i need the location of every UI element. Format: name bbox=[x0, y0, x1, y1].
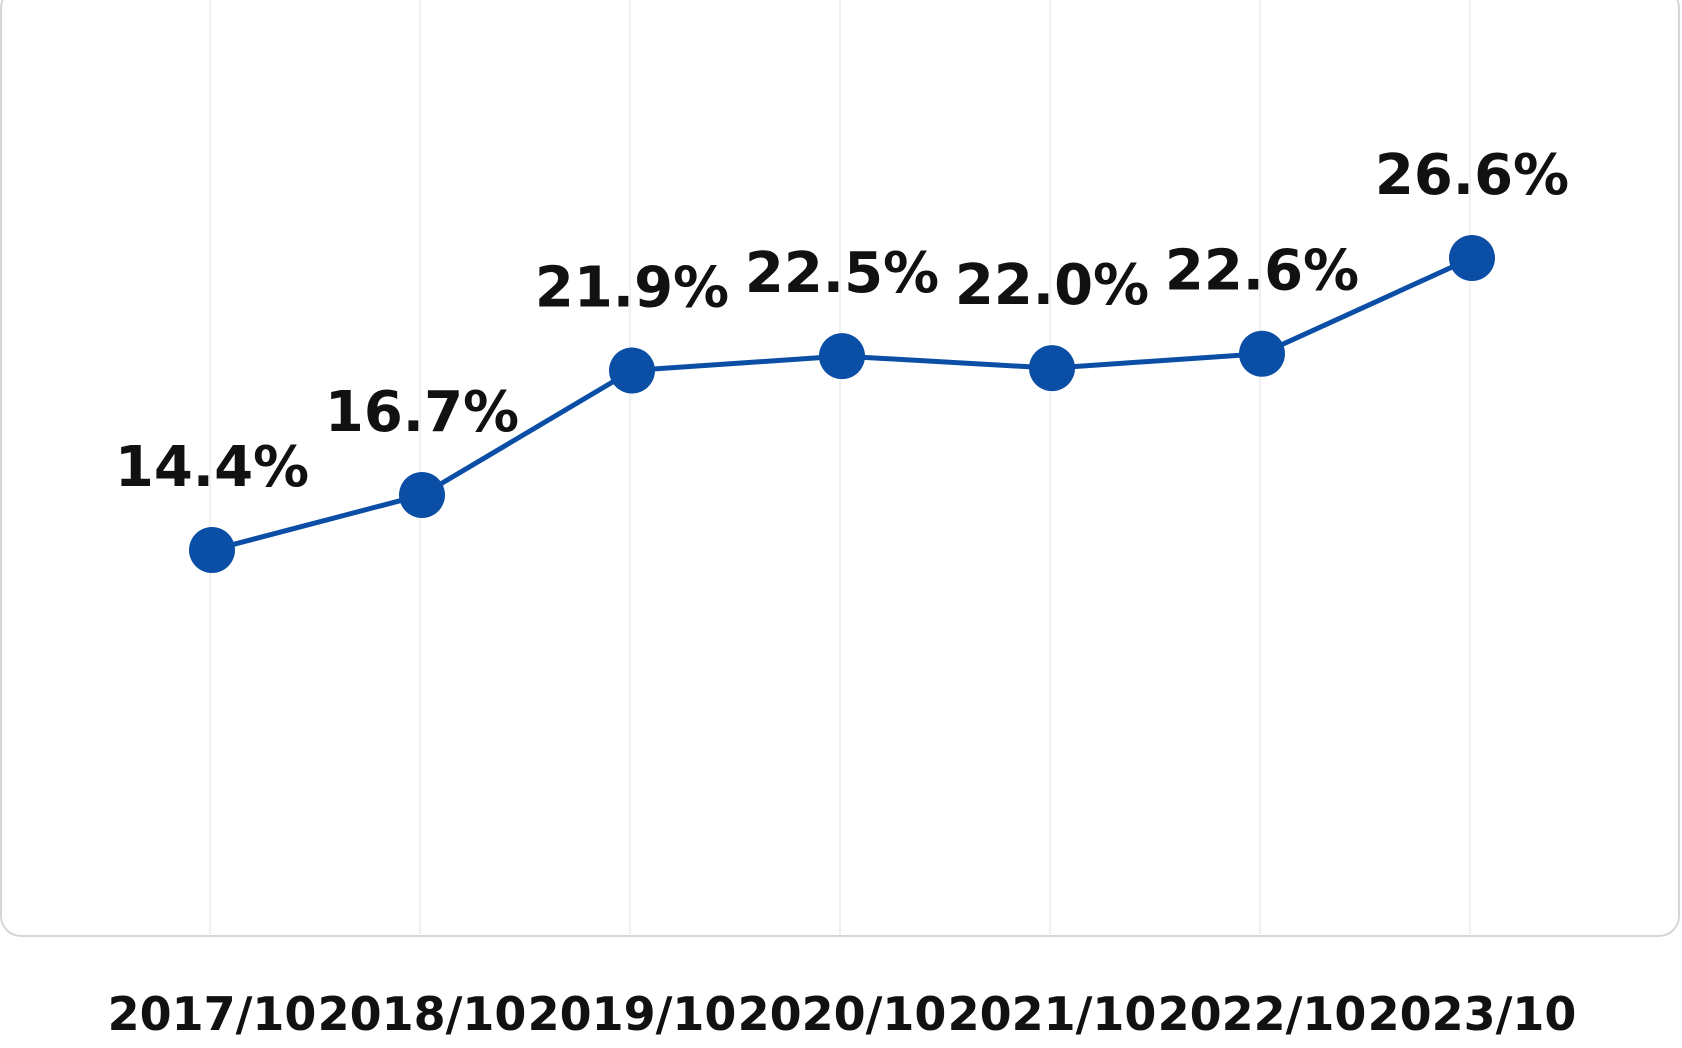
x-tick-label: 2022/10 bbox=[1158, 987, 1367, 1041]
x-tick-label: 2019/10 bbox=[528, 987, 737, 1041]
data-label: 22.6% bbox=[1165, 239, 1359, 304]
x-tick-label: 2018/10 bbox=[318, 987, 527, 1041]
data-point bbox=[609, 347, 655, 394]
data-point bbox=[1449, 235, 1495, 281]
data-label: 22.5% bbox=[745, 241, 939, 306]
data-label: 16.7% bbox=[325, 380, 519, 445]
x-tick-label: 2023/10 bbox=[1368, 987, 1577, 1041]
data-point bbox=[399, 472, 445, 518]
x-axis-tick-labels: 2017/10 2018/10 2019/10 2020/10 2021/10 2022/… bbox=[108, 987, 1577, 1041]
x-tick-label: 2017/10 bbox=[108, 987, 317, 1041]
x-tick-label: 2020/10 bbox=[738, 987, 947, 1041]
data-points bbox=[189, 235, 1495, 573]
x-tick-label: 2021/10 bbox=[948, 987, 1157, 1041]
data-labels: 14.4%16.7%21.9% 22.5% 22.0% 22.6%26.6% bbox=[115, 143, 1569, 500]
grid-lines bbox=[209, 0, 1471, 934]
data-label: 26.6% bbox=[1375, 143, 1569, 208]
data-point bbox=[1029, 345, 1075, 392]
data-label: 22.0% bbox=[955, 253, 1149, 318]
data-point bbox=[189, 527, 235, 573]
data-point bbox=[1239, 330, 1285, 377]
data-point bbox=[819, 333, 865, 380]
data-label: 14.4% bbox=[115, 435, 309, 500]
data-label: 21.9% bbox=[535, 256, 729, 321]
